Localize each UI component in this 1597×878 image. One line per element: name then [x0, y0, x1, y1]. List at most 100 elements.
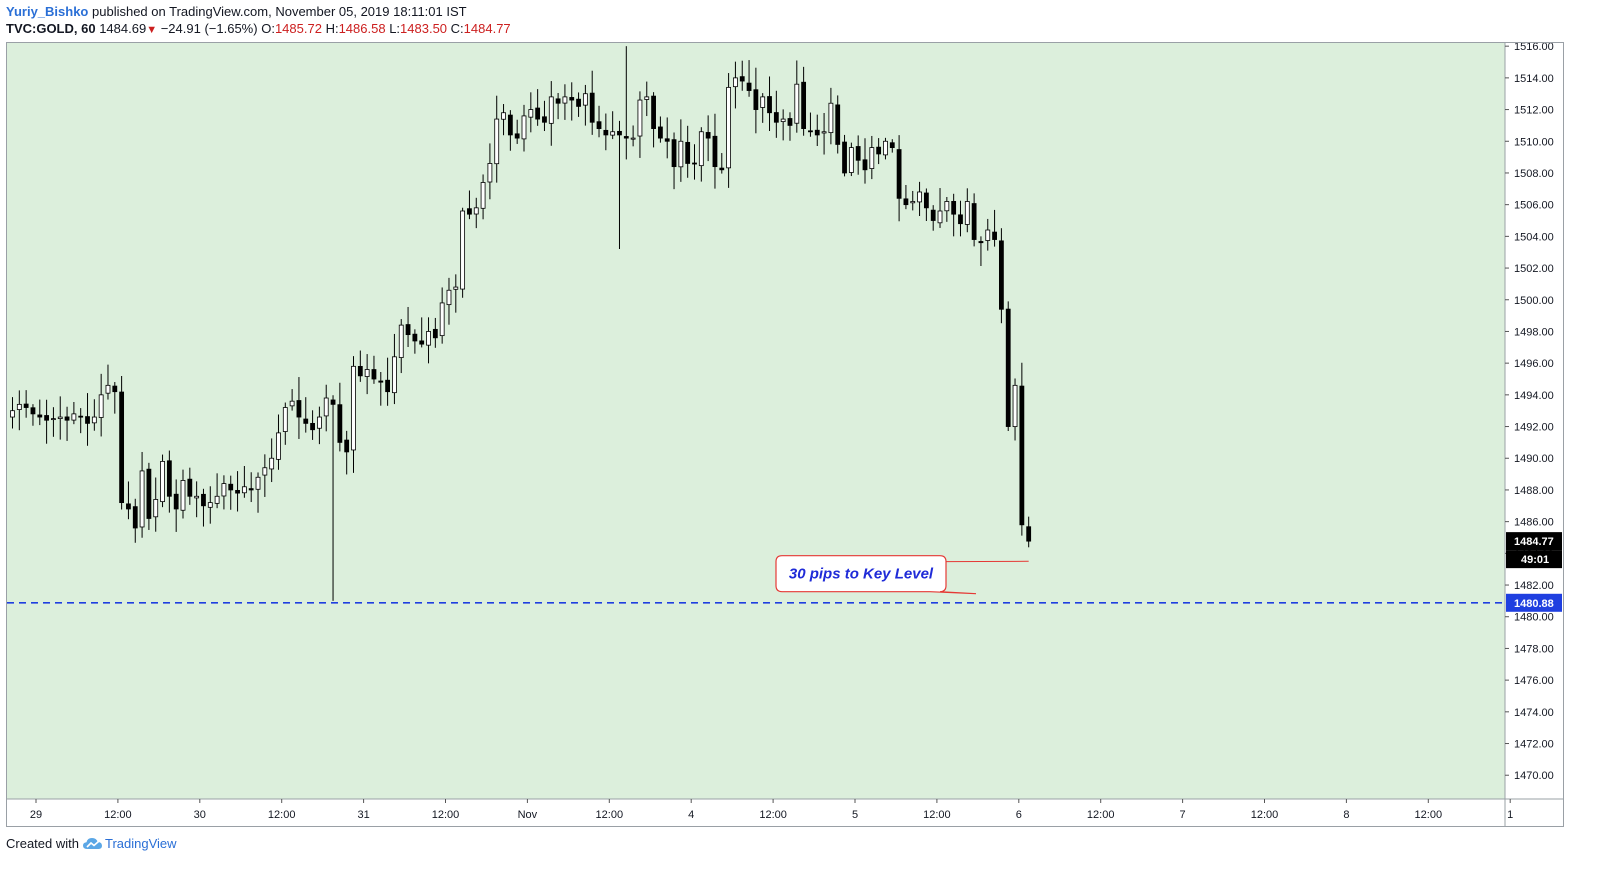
- candle-body: [446, 289, 452, 306]
- candle-body: [923, 192, 929, 209]
- time-tick-label: 12:00: [923, 809, 951, 821]
- price-tick-label: 1512.00: [1514, 105, 1554, 117]
- candle-body: [746, 82, 752, 91]
- candle-body: [30, 407, 36, 415]
- candle-body: [821, 131, 827, 134]
- candle-body: [712, 135, 718, 168]
- candle-body: [303, 418, 309, 424]
- candle-body: [487, 163, 493, 183]
- close-label: C:: [450, 21, 464, 36]
- candle-body: [419, 340, 425, 345]
- candle-body: [521, 115, 527, 140]
- candle-body: [535, 107, 541, 120]
- last-price: 1484.69: [99, 21, 147, 36]
- candle-body: [630, 137, 636, 140]
- candle-body: [664, 138, 670, 142]
- time-tick-label: 12:00: [432, 809, 460, 821]
- chart-frame[interactable]: 1516.00 1514.00 1512.00 1510.00 1508.00 1506.…: [6, 42, 1564, 827]
- price-change: −24.91 (−1.65%): [160, 21, 258, 36]
- price-tick-label: 1516.00: [1514, 43, 1554, 53]
- time-tick-label: 30: [194, 809, 206, 821]
- candle-body: [460, 210, 466, 290]
- price-tick-label: 1486.00: [1514, 517, 1554, 529]
- candle-body: [678, 140, 684, 168]
- candle-body: [971, 203, 977, 240]
- candle-body: [951, 200, 957, 215]
- candle-body: [194, 495, 200, 499]
- candle-body: [828, 102, 834, 134]
- candle-body: [51, 418, 56, 421]
- price-tick-label: 1506.00: [1514, 200, 1554, 212]
- candle-body: [773, 112, 779, 123]
- candlestick-chart[interactable]: 1516.00 1514.00 1512.00 1510.00 1508.00 1506.…: [7, 43, 1563, 826]
- candle-body: [57, 416, 63, 420]
- last-price-tag: [1506, 532, 1562, 551]
- candle-body: [999, 240, 1004, 310]
- price-tick-label: 1472.00: [1514, 739, 1554, 751]
- candle-body: [44, 415, 49, 421]
- candle-body: [269, 457, 275, 470]
- price-tick-label: 1514.00: [1514, 73, 1554, 85]
- price-tick-label: 1474.00: [1514, 707, 1554, 719]
- footer: Created with TradingView: [6, 836, 177, 851]
- candle-body: [542, 116, 547, 123]
- time-tick-label: 12:00: [759, 809, 787, 821]
- candle-body: [392, 356, 397, 394]
- low-label: L:: [389, 21, 401, 36]
- candle-body: [91, 416, 97, 424]
- candle-body: [112, 385, 118, 393]
- candle-body: [753, 89, 759, 110]
- candle-body: [610, 131, 616, 136]
- candle-body: [214, 495, 220, 504]
- candle-body: [201, 493, 206, 507]
- price-tick-label: 1496.00: [1514, 358, 1554, 370]
- candle-body: [862, 159, 868, 171]
- candle-body: [685, 141, 691, 164]
- price-tick-label: 1502.00: [1514, 263, 1554, 275]
- candle-body: [126, 503, 131, 510]
- candle-body: [228, 483, 234, 491]
- candle-body: [166, 460, 172, 497]
- candle-body: [964, 201, 970, 225]
- candle-body: [603, 129, 609, 136]
- candle-body: [883, 140, 888, 156]
- time-tick-label: 31: [357, 809, 369, 821]
- candle-body: [412, 333, 418, 342]
- price-tick-label: 1480.00: [1514, 612, 1554, 624]
- tradingview-logo[interactable]: TradingView: [82, 836, 177, 851]
- candle-body: [698, 131, 704, 167]
- candle-body: [235, 489, 240, 494]
- countdown-tag: [1506, 550, 1562, 569]
- candle-body: [467, 208, 472, 215]
- candle-body: [480, 182, 486, 209]
- candle-body: [780, 118, 786, 123]
- candle-body: [98, 394, 104, 418]
- candle-body: [78, 415, 84, 418]
- candle-body: [296, 400, 302, 418]
- candle-body: [814, 129, 820, 136]
- publish-line: Yuriy_Bishko published on TradingView.co…: [6, 4, 467, 19]
- time-tick-label: 5: [852, 809, 858, 821]
- candle-body: [507, 114, 513, 136]
- candle-body: [146, 468, 152, 519]
- candle-body: [119, 391, 125, 504]
- candle-body: [808, 130, 813, 133]
- ohlc-legend: TVC:GOLD, 60 1484.69▼ −24.91 (−1.65%) O:…: [6, 21, 511, 36]
- candle-body: [132, 506, 138, 529]
- candle-body: [896, 149, 902, 199]
- key-level-tag-label: 1480.88: [1514, 598, 1554, 610]
- open-label: O:: [261, 21, 275, 36]
- candle-body: [582, 93, 588, 106]
- low-value: 1483.50: [400, 21, 448, 36]
- price-tick-label: 1500.00: [1514, 295, 1554, 307]
- candle-body: [651, 95, 656, 129]
- candle-body: [153, 499, 159, 518]
- candle-body: [514, 133, 520, 139]
- candle-body: [760, 96, 766, 108]
- candle-body: [1005, 308, 1011, 427]
- price-tick-label: 1508.00: [1514, 168, 1554, 180]
- candle-body: [398, 324, 404, 358]
- candle-body: [937, 210, 943, 224]
- author-link[interactable]: Yuriy_Bishko: [6, 4, 89, 19]
- candle-body: [64, 416, 70, 421]
